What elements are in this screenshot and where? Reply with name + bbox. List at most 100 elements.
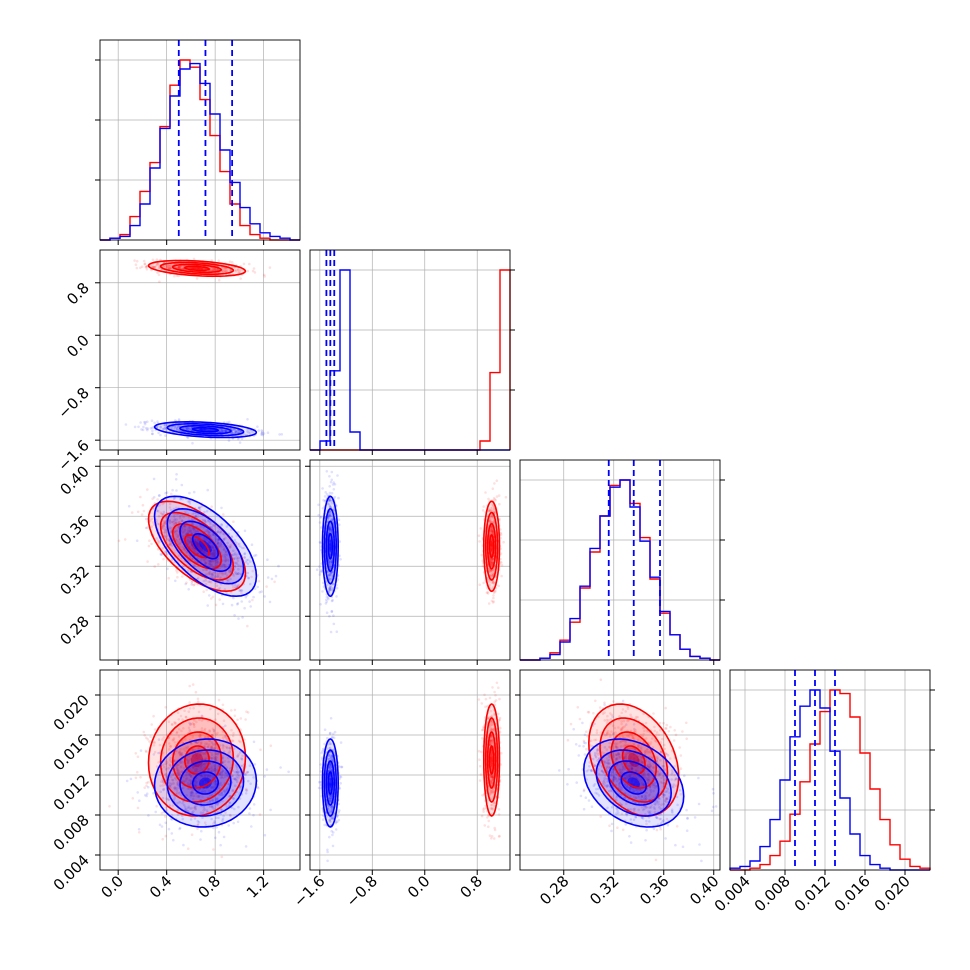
scatter-point [175, 274, 179, 278]
scatter-point [499, 531, 503, 535]
scatter-point [319, 570, 322, 574]
scatter-point [169, 764, 172, 767]
scatter-point [232, 557, 236, 561]
scatter-point [196, 697, 200, 701]
scatter-point [159, 552, 163, 556]
scatter-point [204, 735, 207, 739]
scatter-point [153, 750, 157, 754]
scatter-point [219, 808, 223, 811]
scatter-point [146, 420, 149, 424]
scatter-point [322, 585, 326, 588]
scatter-point [249, 582, 252, 586]
scatter-point [324, 491, 328, 494]
scatter-point [224, 559, 227, 563]
scatter-point [493, 498, 497, 501]
scatter-point [492, 728, 495, 731]
scatter-point [176, 808, 179, 812]
scatter-point [224, 552, 227, 556]
scatter-point [189, 723, 192, 727]
scatter-point [190, 793, 193, 797]
scatter-point [218, 571, 222, 575]
scatter-point [490, 527, 494, 530]
scatter-point [144, 265, 148, 269]
scatter-point [207, 743, 211, 746]
scatter-point [210, 555, 214, 558]
scatter-point [488, 773, 492, 777]
scatter-point [176, 540, 180, 544]
scatter-point [202, 809, 205, 812]
scatter-point [168, 267, 171, 270]
scatter-point [219, 429, 222, 433]
scatter-point [186, 531, 189, 535]
scatter-point [169, 817, 173, 821]
scatter-point [129, 777, 133, 781]
scatter-point [234, 541, 238, 544]
scatter-point [490, 530, 494, 533]
scatter-point [210, 575, 213, 579]
scatter-point [235, 562, 239, 565]
scatter-point [211, 544, 215, 548]
scatter-point [151, 432, 154, 436]
scatter-point [217, 816, 220, 820]
scatter-point [214, 758, 217, 762]
scatter-point [329, 630, 333, 634]
scatter-point [244, 718, 247, 721]
scatter-point [489, 741, 493, 745]
scatter-point [328, 586, 332, 590]
scatter-point [489, 739, 492, 742]
scatter-point [211, 799, 214, 803]
scatter-point [238, 589, 242, 592]
scatter-point [221, 743, 225, 747]
scatter-point [490, 569, 494, 572]
scatter-point [234, 430, 237, 433]
scatter-point [190, 742, 193, 745]
scatter-point [180, 765, 183, 768]
scatter-point [190, 806, 194, 810]
scatter-point [123, 538, 127, 541]
scatter-point [260, 433, 263, 436]
scatter-point [336, 474, 339, 477]
scatter-point [228, 795, 231, 798]
scatter-point [328, 573, 332, 577]
scatter-point [239, 751, 242, 754]
scatter-point [489, 741, 492, 745]
scatter-point [171, 488, 174, 492]
scatter-point [241, 546, 244, 550]
scatter-point [211, 552, 215, 555]
scatter-point [216, 748, 220, 751]
scatter-point [169, 263, 173, 267]
scatter-point [214, 603, 218, 607]
scatter-point [177, 728, 181, 731]
scatter-point [490, 581, 494, 585]
scatter-point [328, 475, 331, 478]
scatter-point [180, 752, 183, 756]
scatter-point [491, 562, 494, 565]
scatter-point [197, 506, 201, 509]
scatter-point [231, 428, 235, 431]
scatter-point [108, 805, 111, 808]
scatter-point [187, 588, 190, 591]
scatter-point [321, 487, 324, 490]
scatter-point [237, 753, 240, 756]
scatter-point [188, 684, 191, 688]
scatter-point [321, 590, 324, 593]
scatter-point [246, 624, 249, 628]
scatter-point [174, 786, 178, 790]
scatter-point [187, 772, 191, 776]
scatter-point [331, 570, 335, 574]
scatter-point [252, 813, 255, 817]
scatter-point [243, 606, 246, 610]
scatter-point [202, 525, 205, 529]
scatter-point [165, 266, 169, 270]
scatter-point [224, 429, 228, 433]
scatter-point [211, 267, 215, 271]
scatter-point [329, 574, 333, 577]
scatter-point [327, 560, 331, 564]
scatter-point [161, 527, 165, 530]
scatter-point [337, 496, 340, 500]
scatter-point [199, 838, 202, 841]
scatter-point [227, 439, 231, 442]
scatter-point [244, 560, 248, 564]
scatter-point [161, 513, 164, 516]
scatter-point [212, 559, 215, 562]
